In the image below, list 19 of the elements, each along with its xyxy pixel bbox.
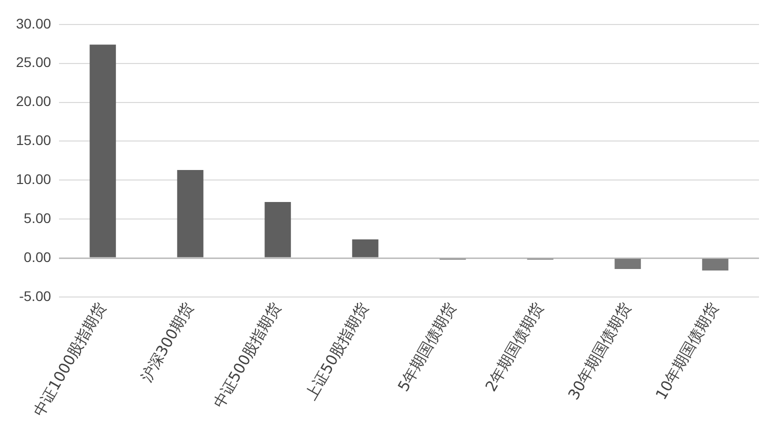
y-tick-label: 25.00 xyxy=(16,54,52,70)
y-tick-label: 30.00 xyxy=(16,15,52,32)
bar xyxy=(702,258,728,271)
y-tick-label: 10.00 xyxy=(16,171,52,188)
y-tick-label: 0.00 xyxy=(24,248,52,265)
x-tick-label: 上证50股指期货 xyxy=(302,299,372,403)
y-tick-label: 5.00 xyxy=(24,210,52,226)
y-tick-label: 20.00 xyxy=(16,93,52,110)
y-tick-label: -5.00 xyxy=(19,288,52,304)
x-tick-label: 2年期国债期货 xyxy=(482,299,548,395)
bar xyxy=(177,170,204,258)
x-tick-label: 10年期国债期货 xyxy=(652,299,722,403)
x-tick-label: 5年期国债期货 xyxy=(394,299,460,395)
bar xyxy=(264,202,291,258)
y-tick-label: 15.00 xyxy=(16,132,52,148)
x-tick-label: 30年期国债期货 xyxy=(564,299,635,403)
bar xyxy=(352,239,378,258)
bar xyxy=(614,258,641,269)
bar xyxy=(90,44,116,258)
